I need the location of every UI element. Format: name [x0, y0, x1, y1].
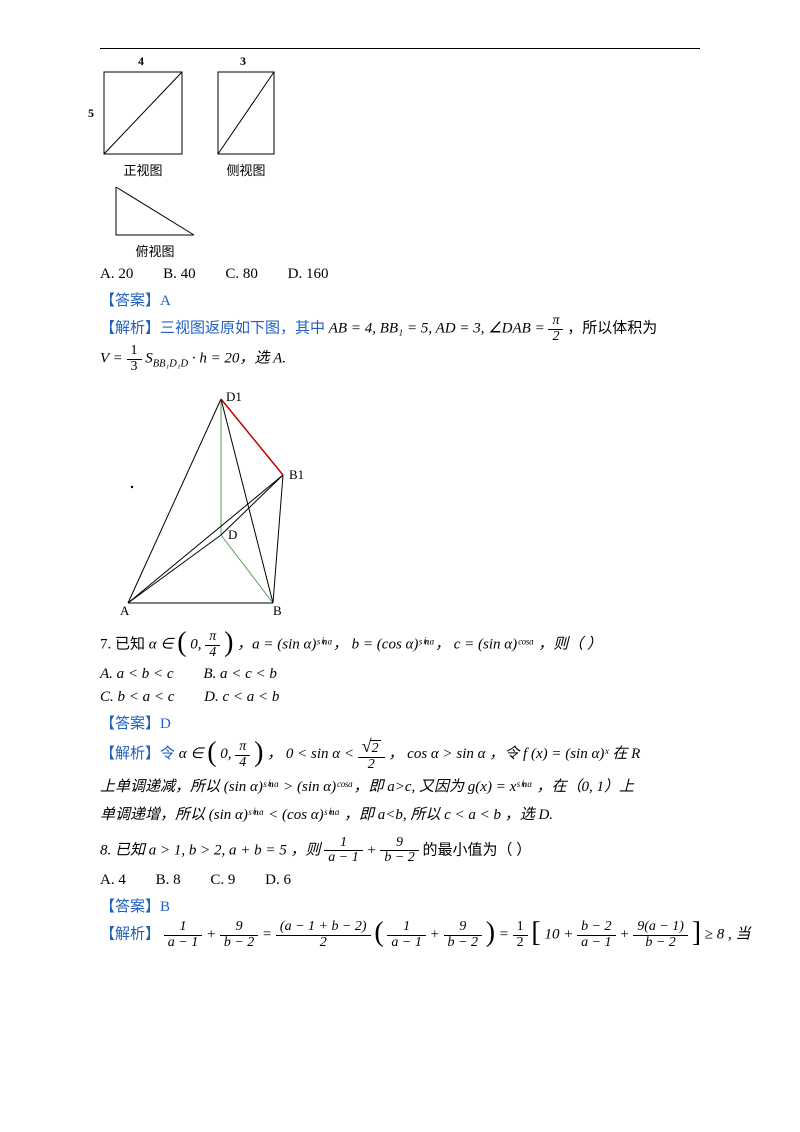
q7-analysis-line2: 上单调递减，所以 (sin α)ˢⁱⁿᵅ > (sin α)ᶜᵒˢᵅ，即 a>c… [100, 773, 700, 802]
q7-analysis-line1: 【解析】令 α ∈ ( 0, π4 ) ， 0 < sin α < √22 ， … [100, 737, 700, 772]
q7-options-row2: C. b < a < c D. c < a < b [100, 689, 700, 706]
front-top-label: 4 [138, 54, 144, 69]
front-left-label: 5 [88, 106, 94, 121]
q8-analysis: 【解析】 1a − 1 + 9b − 2 = (a − 1 + b − 2)2 … [100, 920, 700, 950]
front-view: 4 5 正视图 [100, 68, 186, 179]
q7-opt-d: D. c < a < b [204, 689, 279, 705]
label-A: A [120, 603, 130, 617]
q6-answer: 【答案】A [100, 289, 700, 310]
q7-stem: 7. 已知 α ∈ ( 0, π4 ) ，a = (sin α)ˢⁱⁿᵅ， b … [100, 630, 700, 660]
q7-analysis-line3: 单调递增，所以 (sin α)ˢⁱⁿᵅ < (cos α)ˢⁱⁿᵅ ，即 a<b… [100, 801, 700, 830]
side-top-label: 3 [240, 54, 246, 69]
q6-opt-b: B. 40 [163, 266, 196, 282]
q8-opt-c: C. 9 [210, 872, 235, 888]
page: 4 5 正视图 3 侧视图 [0, 0, 800, 1132]
front-view-caption: 正视图 [123, 160, 162, 179]
q6-analysis-line2: V = 13 SBB₁D₁D · h = 20，选 A. [100, 344, 700, 375]
top-view-block: 俯视图 [100, 183, 700, 260]
q6-analysis-line1: 【解析】三视图返原如下图，其中 AB = 4, BB₁ = 5, AD = 3,… [100, 314, 700, 344]
q6-vol-prefix: V = [100, 351, 127, 367]
q7-opt-b: B. a < c < b [203, 666, 277, 682]
q8-opt-b: B. 8 [156, 872, 181, 888]
q7-options-row1: A. a < b < c B. a < c < b [100, 666, 700, 683]
q6-vol-rest: · h = 20，选 A. [192, 351, 286, 367]
analysis-label: 【解析】三视图返原如下图，其中 [100, 321, 329, 337]
q8-stem: 8. 已知 a > 1, b > 2, a + b = 5 ，则 1a − 1 … [100, 836, 700, 866]
q8-answer: 【答案】B [100, 895, 700, 916]
side-view-svg [214, 68, 278, 158]
figure-3d: A B D B1 D1 [108, 387, 700, 622]
q6-expr1: AB = 4, BB₁ = 5, AD = 3, ∠DAB = [329, 321, 549, 337]
three-views: 4 5 正视图 3 侧视图 [100, 68, 700, 179]
label-B1: B1 [289, 467, 304, 482]
front-view-svg [100, 68, 186, 158]
q8-options: A. 4 B. 8 C. 9 D. 6 [100, 872, 700, 889]
q8-opt-a: A. 4 [100, 872, 126, 888]
top-view-caption: 俯视图 [135, 241, 174, 260]
header-rule [100, 48, 700, 49]
top-view-svg [112, 183, 198, 239]
q6-opt-d: D. 160 [288, 266, 329, 282]
label-B: B [273, 603, 282, 617]
side-view: 3 侧视图 [214, 68, 278, 179]
label-D: D [228, 527, 237, 542]
side-view-caption: 侧视图 [226, 160, 265, 179]
q6-expr1-tail: ，所以体积为 [567, 321, 657, 337]
q7-opt-c: C. b < a < c [100, 689, 174, 705]
q8-opt-d: D. 6 [265, 872, 291, 888]
q7-opt-a: A. a < b < c [100, 666, 174, 682]
q6-options: A. 20 B. 40 C. 80 D. 160 [100, 266, 700, 283]
q6-opt-c: C. 80 [225, 266, 258, 282]
q7-answer: 【答案】D [100, 712, 700, 733]
q6-opt-a: A. 20 [100, 266, 133, 282]
label-D1: D1 [226, 389, 242, 404]
